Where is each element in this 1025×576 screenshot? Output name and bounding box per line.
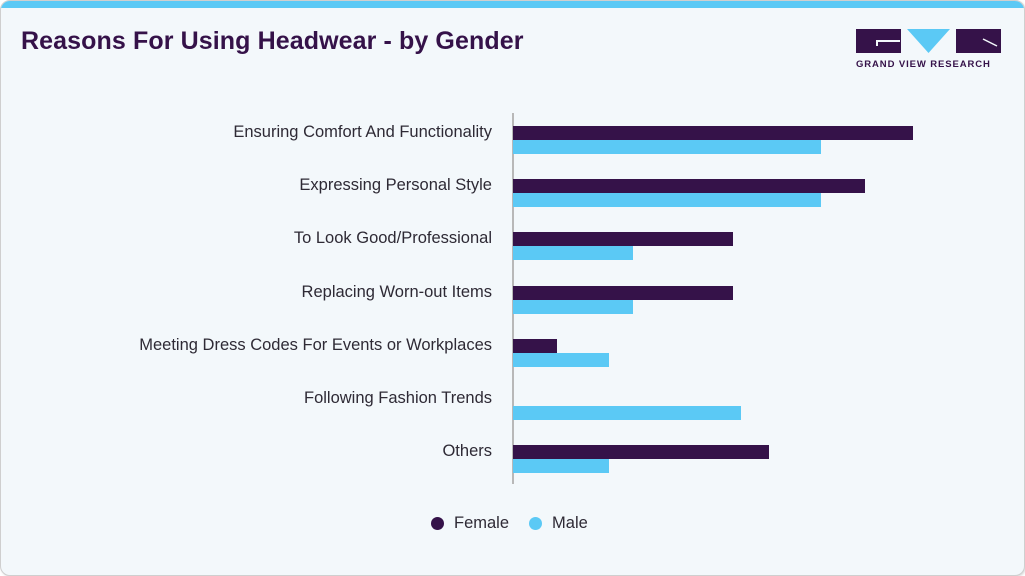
grand-view-research-logo: GRAND VIEW RESEARCH [856, 29, 1001, 74]
male-bar[interactable] [513, 193, 821, 208]
legend: Female Male [431, 513, 608, 533]
male-dot-icon [529, 516, 543, 530]
category-label: Replacing Worn-out Items [301, 282, 492, 301]
female-bar[interactable] [513, 285, 733, 300]
category-label: Ensuring Comfort And Functionality [233, 123, 492, 141]
female-dot-icon [431, 516, 444, 530]
male-bar[interactable] [513, 406, 741, 420]
gvr-logo-icon [856, 29, 1001, 53]
category-label: Meeting Dress Codes For Events or Workpl… [139, 335, 492, 354]
female-bar[interactable] [513, 445, 769, 460]
male-bar[interactable] [513, 140, 821, 154]
category-label: To Look Good/Professional [293, 229, 492, 248]
legend-label-female: Female [454, 513, 510, 532]
category-label: Following Fashion Trends [303, 389, 492, 407]
logo-text: GRAND VIEW RESEARCH [856, 59, 991, 70]
legend-label-male: Male [552, 513, 588, 532]
legend-item-female[interactable]: Female [431, 514, 509, 533]
accent-bar [1, 1, 1024, 8]
female-bar[interactable] [513, 338, 557, 353]
male-bar[interactable] [513, 246, 633, 261]
y-axis-line [512, 113, 514, 484]
legend-item-male[interactable]: Male [529, 514, 588, 533]
male-bar[interactable] [513, 352, 609, 367]
male-bar[interactable] [513, 299, 633, 314]
chart-title: Reasons For Using Headwear - by Gender [21, 27, 524, 55]
female-bar[interactable] [513, 179, 865, 194]
female-bar[interactable] [513, 232, 733, 247]
male-bar[interactable] [513, 459, 609, 474]
category-label: Expressing Personal Style [299, 176, 492, 195]
female-bar[interactable] [513, 126, 913, 140]
category-label: Others [442, 442, 492, 461]
